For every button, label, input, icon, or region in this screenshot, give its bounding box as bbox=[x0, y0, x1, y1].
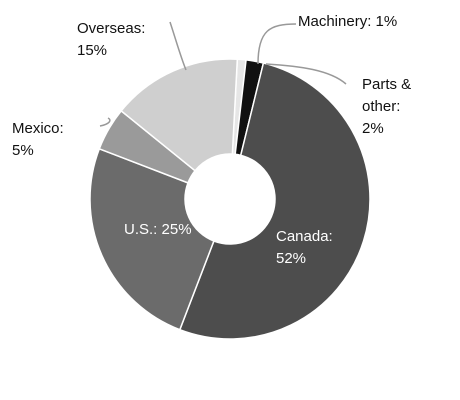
leader-line bbox=[257, 23, 297, 65]
leader-line bbox=[99, 117, 111, 127]
donut-slice bbox=[120, 58, 239, 172]
leader-line bbox=[265, 63, 347, 85]
slice-label: 5% bbox=[12, 142, 34, 159]
donut-slice bbox=[89, 147, 215, 331]
slice-label: Parts & bbox=[362, 76, 411, 93]
slice-label: 15% bbox=[77, 42, 107, 59]
slice-label: U.S.: 25% bbox=[124, 221, 192, 238]
leader-line bbox=[169, 21, 187, 71]
slice-label: Machinery: 1% bbox=[298, 13, 397, 30]
slice-label: 2% bbox=[362, 120, 384, 137]
donut-slice bbox=[178, 62, 371, 340]
slice-label: other: bbox=[362, 98, 400, 115]
slice-label: 52% bbox=[276, 250, 306, 267]
slice-label: Mexico: bbox=[12, 120, 64, 137]
slice-label: Overseas: bbox=[77, 20, 145, 37]
slice-label: Canada: bbox=[276, 228, 333, 245]
